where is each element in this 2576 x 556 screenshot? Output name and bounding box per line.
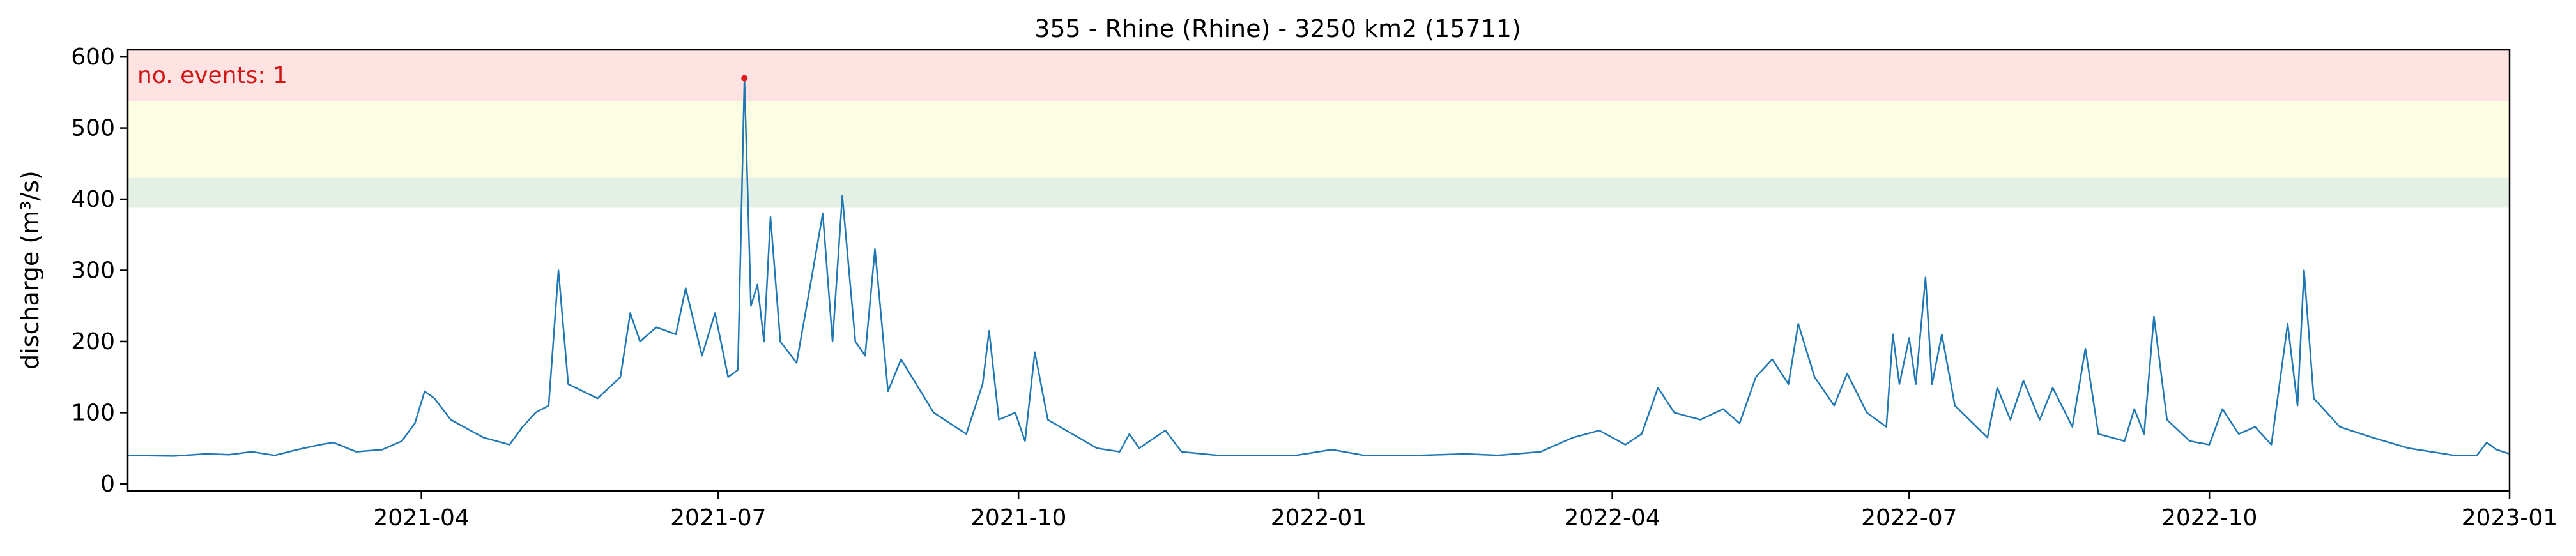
x-tick-label: 2021-07 — [670, 505, 766, 531]
y-tick-label: 400 — [71, 186, 115, 213]
chart-title: 355 - Rhine (Rhine) - 3250 km2 (15711) — [1034, 15, 1521, 43]
event-marker — [741, 75, 748, 82]
discharge-series-line — [127, 77, 2510, 457]
series-layer — [127, 75, 2510, 457]
band-high — [128, 50, 2510, 101]
y-tick-label: 600 — [71, 44, 115, 70]
band-medium — [128, 101, 2510, 178]
x-tick-label: 2021-04 — [373, 505, 469, 531]
y-tick-label: 500 — [71, 116, 115, 142]
threshold-bands — [128, 50, 2510, 208]
x-tick-label: 2021-10 — [970, 505, 1066, 531]
y-axis-label: discharge (m³/s) — [16, 170, 44, 370]
band-low — [128, 177, 2510, 208]
x-tick-label: 2022-04 — [1564, 505, 1660, 531]
x-tick-label: 2022-07 — [1861, 505, 1957, 531]
event-count-label: no. events: 1 — [137, 63, 288, 89]
y-tick-label: 300 — [71, 258, 115, 284]
x-tick-label: 2023-01 — [2462, 505, 2557, 531]
y-axis: 0 100 200 300 400 500 600 — [71, 44, 128, 497]
y-tick-label: 100 — [71, 400, 115, 426]
x-tick-label: 2022-01 — [1271, 505, 1367, 531]
y-tick-label: 0 — [100, 471, 115, 497]
x-tick-label: 2022-10 — [2161, 505, 2257, 531]
y-tick-label: 200 — [71, 329, 115, 355]
x-axis: 2021-04 2021-07 2021-10 2022-01 2022-04 2022-… — [373, 491, 2557, 531]
